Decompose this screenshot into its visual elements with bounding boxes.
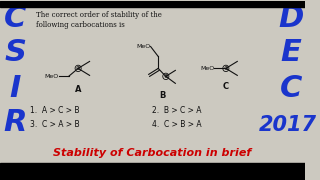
Text: R: R: [4, 108, 27, 137]
Text: 2017: 2017: [259, 115, 317, 135]
Text: B: B: [159, 91, 165, 100]
Text: I: I: [10, 74, 21, 103]
Text: ⊕: ⊕: [224, 66, 228, 71]
Text: 2.  B > C > A: 2. B > C > A: [152, 106, 202, 115]
Text: C: C: [279, 74, 302, 103]
Text: A: A: [75, 85, 81, 94]
Text: 3.  C > A > B: 3. C > A > B: [30, 120, 80, 129]
Text: MeO: MeO: [136, 44, 151, 49]
Text: S: S: [4, 38, 26, 67]
Text: MeO: MeO: [45, 74, 59, 79]
Text: following carbocations is: following carbocations is: [36, 21, 125, 29]
Text: ⊕: ⊕: [164, 74, 168, 79]
Text: C: C: [223, 82, 229, 91]
Bar: [0, 163, 305, 180]
Text: Stability of Carbocation in brief: Stability of Carbocation in brief: [53, 148, 252, 158]
Text: The correct order of stability of the: The correct order of stability of the: [36, 11, 162, 19]
Text: 1.  A > C > B: 1. A > C > B: [30, 106, 80, 115]
Text: C: C: [4, 4, 27, 33]
Text: 4.  C > B > A: 4. C > B > A: [152, 120, 202, 129]
Text: D: D: [278, 4, 303, 33]
Text: ⊕: ⊕: [76, 66, 80, 71]
Text: E: E: [280, 38, 301, 67]
Bar: [0, 1, 305, 7]
Text: MeO: MeO: [200, 66, 214, 71]
